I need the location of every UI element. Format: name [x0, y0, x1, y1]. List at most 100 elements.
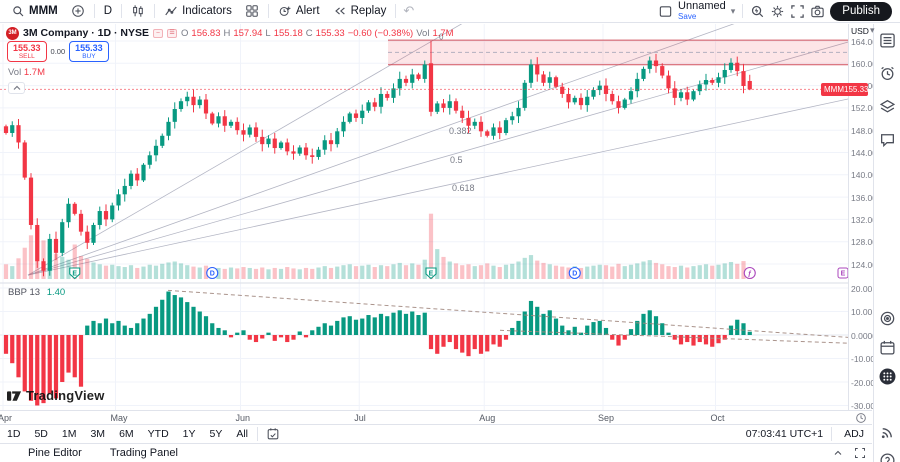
last-price-tag: MMM 155.33 [821, 82, 869, 96]
help-icon[interactable] [879, 452, 896, 462]
watchlist-icon[interactable] [879, 32, 896, 49]
trading-panel-tab[interactable]: Trading Panel [109, 447, 178, 459]
toolbar-separator [121, 4, 123, 18]
range-1y-button[interactable]: 1Y [182, 428, 196, 440]
expand-panel-chevron-icon[interactable] [832, 447, 844, 459]
apps-grid-icon[interactable] [879, 368, 896, 385]
price-tick-label: 148.00 [851, 125, 877, 136]
toolbar-separator [267, 4, 269, 18]
symbol-menu-icon[interactable]: ☰ [167, 28, 178, 38]
chevron-down-icon[interactable]: ▾ [730, 5, 736, 16]
session-clock-icon[interactable] [855, 412, 867, 424]
publish-button[interactable]: Publish [830, 1, 892, 21]
sell-button[interactable]: 155.33 SELL [7, 41, 47, 62]
fullscreen-icon[interactable] [790, 4, 805, 19]
range-5y-button[interactable]: 5Y [209, 428, 223, 440]
range-all-button[interactable]: All [236, 428, 249, 440]
spread-value: 0.00 [50, 47, 66, 56]
bbp-tick-label: -30.00 [851, 401, 876, 411]
indicators-label: Indicators [182, 5, 232, 17]
replay-button[interactable]: Replay [327, 0, 393, 22]
range-6m-button[interactable]: 6M [119, 428, 134, 440]
layout-name-button[interactable]: Unnamed Save [678, 1, 726, 21]
adjust-data-toggle[interactable]: ADJ [844, 428, 864, 440]
undo-button[interactable]: ↶ [399, 0, 418, 22]
symbol-visibility-icon[interactable]: ‒ [153, 28, 164, 38]
range-5d-button[interactable]: 5D [34, 428, 48, 440]
compare-button[interactable] [65, 0, 91, 22]
vol-label: Vol [8, 67, 22, 78]
month-label: Aug [479, 413, 496, 423]
open-value: 156.83 [191, 27, 221, 39]
calendar-icon[interactable] [879, 339, 896, 356]
svg-text:D: D [210, 271, 215, 278]
toolbar-left-group: MMM D Indicators Alert Replay [0, 0, 418, 22]
indicator-templates-button[interactable] [239, 0, 265, 22]
close-value: 155.33 [315, 27, 345, 39]
symbol-search-button[interactable]: MMM [6, 0, 64, 22]
last-price-value: 155.33 [844, 84, 869, 94]
search-icon [13, 5, 24, 16]
toolbar-separator [742, 4, 744, 18]
pine-editor-tab[interactable]: Pine Editor [28, 447, 82, 459]
object-tree-layers-icon[interactable] [879, 98, 896, 115]
maximize-panel-icon[interactable] [854, 447, 866, 459]
replay-label: Replay [350, 5, 387, 17]
svg-text:E: E [72, 271, 77, 278]
chart-type-button[interactable] [125, 0, 151, 22]
svg-text:0.5: 0.5 [450, 155, 463, 165]
save-label[interactable]: Save [678, 12, 697, 21]
alert-clock-icon [279, 6, 291, 16]
buy-price: 155.33 [75, 43, 103, 53]
price-tick-label: 144.00 [851, 148, 877, 158]
toolbar-separator [395, 4, 397, 18]
toolbar-separator [154, 4, 156, 18]
buy-button[interactable]: 155.33 BUY [69, 41, 109, 62]
quick-search-icon[interactable] [750, 4, 765, 19]
range-1d-button[interactable]: 1D [7, 428, 21, 440]
ideas-stream-icon[interactable] [879, 424, 896, 441]
interval-button[interactable]: D [98, 0, 118, 22]
symbol-logo[interactable]: 3M [6, 26, 19, 40]
right-sidebar [873, 24, 900, 462]
layout-icon[interactable] [658, 4, 673, 19]
symbol-title[interactable]: 3M Company · 1D · NYSE [23, 27, 150, 39]
price-axis[interactable]: USD ▾ 164.00160.00156.00152.00148.00144.… [848, 24, 877, 411]
price-axis-currency[interactable]: USD ▾ [849, 24, 874, 37]
bbp-tick-label: -20.00 [851, 377, 876, 388]
collapse-panel-button[interactable] [8, 82, 25, 94]
range-ytd-button[interactable]: YTD [147, 428, 169, 440]
bbp-tick-label: 0.0000 [851, 330, 877, 341]
indicator-param: 13 [29, 287, 41, 298]
settings-gear-icon[interactable] [770, 4, 785, 19]
screenshot-camera-icon[interactable] [810, 4, 825, 19]
publish-label: Publish [842, 5, 880, 17]
hotlist-target-icon[interactable] [879, 310, 896, 327]
svg-text:0.618: 0.618 [452, 183, 475, 193]
range-3m-button[interactable]: 3M [90, 428, 106, 440]
indicator-value: 1.40 [46, 287, 66, 298]
time-axis[interactable]: Apr May Jun Jul Aug Sep Oct [0, 410, 872, 424]
range-1m-button[interactable]: 1M [61, 428, 77, 440]
grid-templates-icon [246, 5, 258, 17]
vol-value: 1.7M [23, 67, 45, 78]
alerts-clock-icon[interactable] [879, 65, 896, 82]
go-to-date-calendar-icon[interactable] [266, 427, 280, 441]
price-tick-label: 132.00 [851, 214, 877, 225]
month-label: Apr [0, 413, 13, 423]
indicators-button[interactable]: Indicators [158, 0, 238, 22]
indicators-icon [165, 6, 177, 16]
toolbar-separator [93, 4, 95, 18]
volume-label: Vol [416, 27, 430, 39]
time-value: 07:03:41 [745, 428, 787, 440]
month-label: Jun [235, 413, 251, 423]
chat-icon[interactable] [879, 131, 896, 148]
top-toolbar: MMM D Indicators Alert Replay [0, 0, 900, 23]
current-time[interactable]: 07:03:41 UTC+1 [746, 428, 823, 440]
indicator-legend[interactable]: BBP 13 1.40 [8, 287, 65, 298]
candlestick-icon [133, 5, 143, 17]
alert-button[interactable]: Alert [272, 0, 326, 22]
bottom-toolbar: 1D 5D 1M 3M 6M YTD 1Y 5Y All 07:03:41 UT… [0, 424, 872, 443]
